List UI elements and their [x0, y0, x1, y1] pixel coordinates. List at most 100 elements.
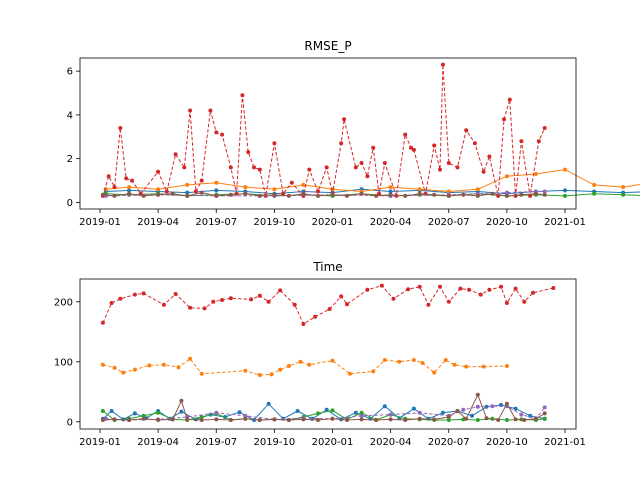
rmse-series-3-point: [519, 139, 524, 144]
time-series-3-point: [446, 418, 451, 422]
time-x-tick-label: 2021-01: [544, 437, 586, 448]
time-series-3-line: [102, 409, 545, 421]
time-series-5-point: [513, 417, 518, 422]
time-series-1-point: [199, 371, 204, 376]
time-series-4-line: [105, 405, 546, 421]
time-series-2-point: [109, 409, 114, 413]
rmse-series-1-point: [504, 174, 509, 179]
time-series-5-point: [112, 417, 117, 422]
time-series-5-point: [542, 411, 547, 416]
rmse-series-3-point: [193, 189, 198, 194]
time-series-0-point: [446, 299, 451, 304]
time-series-2-point: [132, 411, 137, 416]
rmse-series-1-point: [388, 185, 393, 190]
rmse-series-5-point: [286, 193, 291, 198]
rmse-series-4-point: [504, 190, 509, 195]
rmse-series-5-point: [301, 191, 306, 196]
time-series-1-point: [278, 367, 283, 372]
time-series-0-point: [551, 286, 556, 290]
time-series-5-point: [345, 418, 349, 422]
time-series-0-point: [118, 296, 123, 301]
rmse-y-tick-label: 2: [67, 154, 73, 165]
rmse-y-tick-label: 6: [67, 67, 73, 78]
time-series-3-point: [359, 410, 364, 415]
rmse-x-tick-label: 2019-04: [137, 217, 179, 228]
rmse-series-3-point: [472, 141, 477, 146]
rmse-series-3-point: [281, 191, 286, 196]
rmse-panel: RMSE_P 0 2 4 6 2019-01 2019-04 2019-07 2019-10 2…: [67, 39, 640, 228]
rmse-series-1-line: [105, 169, 640, 193]
rmse-series-3-point: [220, 132, 225, 137]
time-series-5-point: [156, 418, 161, 422]
rmse-series-5-point: [243, 191, 248, 196]
time-series-4-point: [214, 410, 219, 415]
time-series-1-point: [411, 358, 416, 362]
rmse-series-1-point: [243, 185, 248, 190]
rmse-series-5-point: [475, 193, 480, 198]
time-series-0-point: [220, 298, 225, 302]
time-series-2-point: [237, 410, 242, 415]
time-series-5-point: [504, 401, 509, 406]
rmse-y-tick-label: 4: [67, 110, 73, 121]
rmse-series-3-point: [339, 141, 344, 146]
rmse-series-3-point: [371, 145, 376, 150]
rmse-x-tick-label: 2020-10: [486, 217, 528, 228]
rmse-series-3-point: [359, 161, 364, 165]
time-series-0-point: [531, 290, 535, 295]
rmse-series-5-point: [388, 192, 393, 197]
time-series-0-point: [478, 292, 483, 297]
rmse-series-4-point: [542, 189, 547, 194]
time-x-tick-label: 2019-10: [253, 437, 295, 448]
rmse-series-3-point: [487, 154, 492, 159]
rmse-series-5-point: [504, 193, 509, 198]
rmse-series-3-point: [182, 165, 187, 170]
time-series-0-point: [458, 286, 463, 291]
rmse-series-5-point: [374, 193, 379, 198]
rmse-series-1-point: [156, 187, 161, 192]
time-x-tick-label: 2020-01: [312, 437, 354, 448]
time-series-1-point: [286, 364, 291, 368]
rmse-series-5-point: [533, 191, 538, 196]
rmse-series-1-point: [417, 187, 422, 192]
time-series-1-point: [100, 362, 105, 367]
time-series-5-point: [330, 416, 335, 421]
time-series-1-point: [176, 365, 181, 370]
time-series-1-point: [307, 362, 312, 367]
rmse-series-3-point: [257, 167, 262, 172]
time-series-1-point: [504, 364, 509, 368]
rmse-series-3-point: [411, 147, 416, 152]
rmse-series-3-point: [112, 185, 117, 190]
time-series-5-point: [432, 417, 437, 422]
time-series-0-line: [102, 285, 554, 325]
time-series-0-point: [499, 284, 504, 289]
time-x-tick-label: 2019-07: [195, 437, 237, 448]
rmse-axes-frame: [79, 57, 577, 210]
time-series-1-point: [481, 364, 486, 369]
time-series-4-point: [388, 412, 393, 417]
time-series-0-point: [278, 288, 283, 293]
time-series-0-point: [339, 294, 344, 299]
rmse-series-2-point: [621, 192, 626, 197]
time-series-0-point: [249, 297, 254, 302]
rmse-series-3-point: [409, 145, 413, 150]
rmse-series-3-point: [272, 141, 277, 146]
time-series-1-point: [382, 358, 387, 362]
rmse-series-5-point: [461, 192, 466, 197]
rmse-series-3-point: [307, 167, 312, 172]
rmse-series-5-point: [170, 191, 175, 196]
rmse-series-3-point: [382, 161, 387, 165]
rmse-x-tick-label: 2019-01: [79, 217, 121, 228]
time-series-1-point: [269, 372, 274, 377]
rmse-series-3-point: [173, 152, 178, 157]
rmse-series-3-point: [513, 193, 518, 198]
rmse-series-5-line: [102, 192, 545, 197]
time-series-5-point: [316, 418, 320, 422]
time-series-2-point: [266, 401, 271, 406]
rmse-series-3-point: [403, 132, 408, 137]
time-series-4-point: [243, 413, 248, 418]
time-series-5-point: [522, 418, 527, 422]
time-series-0-point: [266, 299, 271, 304]
time-series-1-point: [121, 370, 126, 375]
rmse-series-5-point: [185, 193, 190, 198]
rmse-series-5-point: [199, 190, 204, 195]
